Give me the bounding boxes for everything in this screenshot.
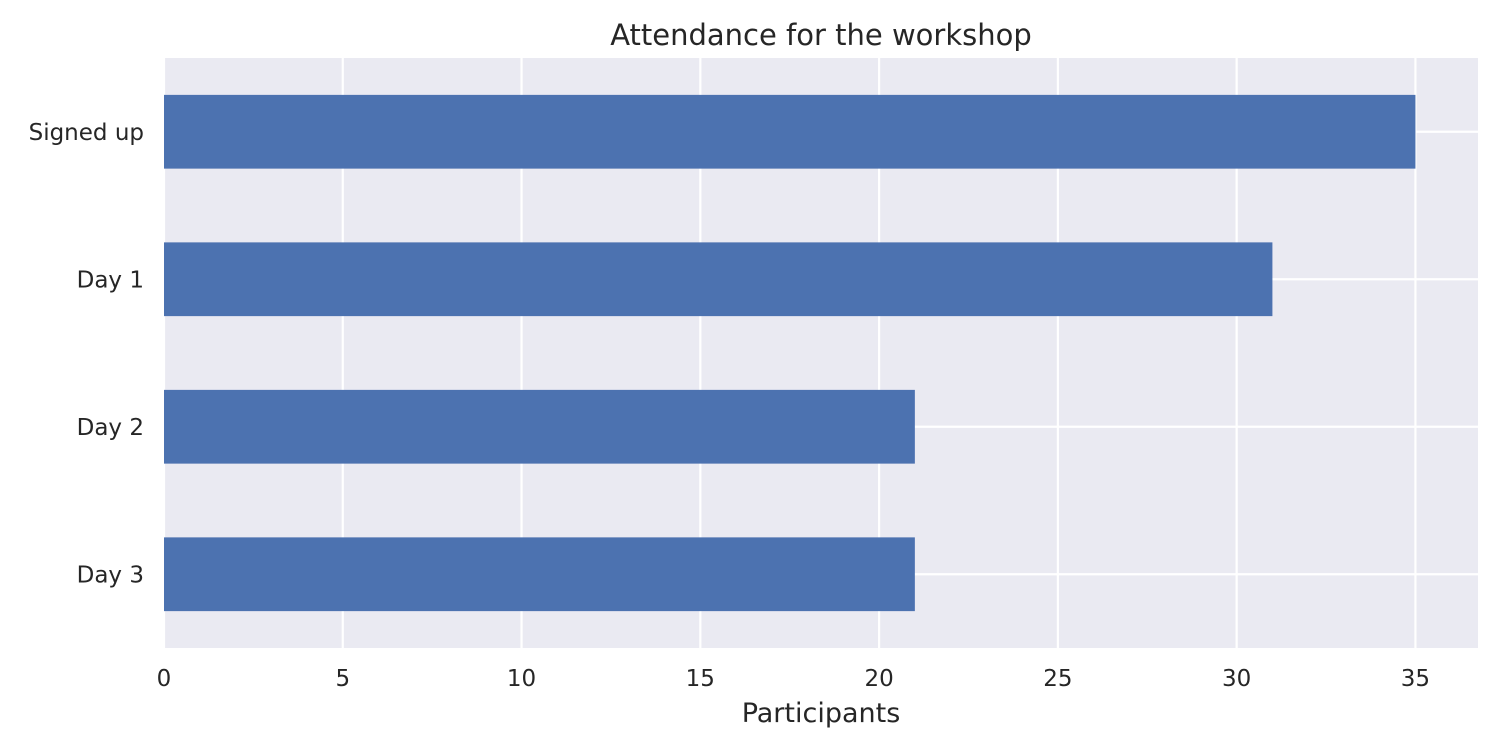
x-tick-label: 15 <box>686 666 715 692</box>
y-tick-label: Signed up <box>29 120 144 146</box>
x-axis-label: Participants <box>742 698 901 729</box>
y-tick-labels: Signed up Day 1 Day 2 Day 3 <box>29 120 144 589</box>
x-tick-label: 35 <box>1401 666 1430 692</box>
bar-day-3 <box>164 537 915 612</box>
x-tick-label: 25 <box>1043 666 1072 692</box>
x-tick-labels: 0 5 10 15 20 25 30 35 <box>157 666 1430 692</box>
chart-title: Attendance for the workshop <box>610 18 1032 52</box>
x-tick-label: 5 <box>335 666 350 692</box>
y-tick-label: Day 2 <box>77 415 144 441</box>
bar-signed-up <box>164 94 1416 169</box>
x-tick-label: 0 <box>157 666 172 692</box>
y-tick-label: Day 3 <box>77 562 144 588</box>
bars <box>164 94 1416 612</box>
x-tick-label: 20 <box>864 666 893 692</box>
bar-day-1 <box>164 242 1273 317</box>
bar-day-2 <box>164 389 915 464</box>
x-tick-label: 30 <box>1222 666 1251 692</box>
x-tick-label: 10 <box>507 666 536 692</box>
y-tick-label: Day 1 <box>77 267 144 293</box>
